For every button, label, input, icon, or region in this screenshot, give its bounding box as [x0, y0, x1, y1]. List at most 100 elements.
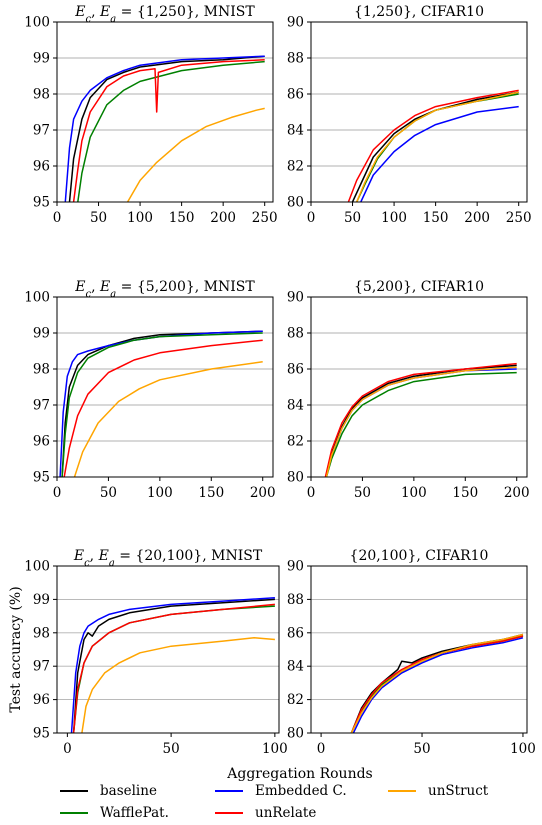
- legend-label: WafflePat.: [100, 805, 169, 821]
- plot-frame: [56, 565, 280, 734]
- series-line-baseline: [351, 91, 519, 202]
- y-tick-label: 84: [287, 398, 304, 414]
- x-tick-label: 150: [169, 210, 195, 226]
- series-line-wafflepat-: [77, 60, 265, 202]
- series-line-wafflepat-: [325, 371, 517, 477]
- y-tick-label: 100: [24, 559, 50, 575]
- legend: baseline Embedded C. unStruct WafflePat. unR…: [60, 783, 489, 821]
- series-line-embedded-c-: [325, 368, 517, 477]
- y-tick-label: 84: [287, 659, 304, 675]
- x-tick-label: 50: [354, 485, 371, 501]
- legend-label: unStruct: [428, 783, 489, 799]
- y-tick-label: 86: [287, 625, 304, 641]
- chart-title: {5,200}, CIFAR10: [354, 279, 484, 295]
- chart-title: Ec, Ea = {20,100}, MNIST: [73, 548, 263, 569]
- y-tick-label: 96: [33, 434, 50, 450]
- y-tick-label: 95: [33, 195, 50, 211]
- y-tick-label: 84: [287, 123, 304, 139]
- y-tick-label: 80: [287, 195, 304, 211]
- series-line-unstruct: [73, 361, 263, 477]
- x-tick-label: 200: [504, 485, 530, 501]
- chart-panel-2: 95 96 97 98 99 100 0 50 100 150 200 Ec, Ea = {5,200…: [24, 279, 275, 501]
- x-tick-label: 50: [90, 210, 107, 226]
- x-tick-label: 0: [53, 485, 62, 501]
- x-axis-label: Aggregation Rounds: [226, 766, 372, 782]
- y-tick-label: 82: [287, 434, 304, 450]
- x-tick-label: 150: [452, 485, 478, 501]
- series-line-baseline: [68, 55, 265, 202]
- x-tick-label: 200: [210, 210, 236, 226]
- legend-label: Embedded C.: [255, 783, 347, 799]
- y-tick-label: 100: [24, 290, 50, 306]
- y-tick-label: 88: [287, 51, 304, 67]
- y-tick-label: 96: [33, 159, 50, 175]
- y-tick-label: 88: [287, 592, 304, 608]
- series-line-unrelate: [72, 59, 265, 202]
- x-tick-label: 0: [63, 741, 72, 757]
- series-line-unstruct: [350, 633, 524, 733]
- x-tick-label: 100: [510, 741, 536, 757]
- series-line-unstruct: [81, 637, 275, 733]
- legend-label: unRelate: [255, 805, 316, 821]
- x-tick-label: 250: [252, 210, 278, 226]
- series-line-unrelate: [324, 362, 517, 477]
- x-tick-label: 150: [423, 210, 449, 226]
- x-tick-label: 50: [100, 485, 117, 501]
- series-line-baseline: [72, 598, 275, 733]
- x-tick-label: 100: [147, 485, 173, 501]
- y-tick-label: 82: [287, 159, 304, 175]
- series-line-baseline: [350, 633, 524, 733]
- y-tick-label: 98: [33, 87, 50, 103]
- plot-frame: [56, 21, 274, 203]
- series-line-unstruct: [126, 107, 265, 202]
- series-line-baseline: [61, 330, 263, 477]
- x-tick-label: 0: [317, 741, 326, 757]
- x-tick-label: 50: [413, 741, 430, 757]
- y-tick-label: 99: [33, 326, 50, 342]
- series-line-baseline: [325, 364, 517, 477]
- y-tick-label: 98: [33, 625, 50, 641]
- y-tick-label: 96: [33, 692, 50, 708]
- legend-label: baseline: [100, 783, 157, 799]
- chart-title: Ec, Ea = {1,250}, MNIST: [74, 4, 255, 25]
- y-tick-label: 97: [33, 659, 50, 675]
- x-tick-label: 100: [127, 210, 153, 226]
- y-tick-label: 90: [287, 290, 304, 306]
- series-line-unrelate: [350, 635, 524, 733]
- x-tick-label: 250: [506, 210, 532, 226]
- plot-frame: [310, 21, 528, 203]
- y-tick-label: 86: [287, 362, 304, 378]
- series-line-wafflepat-: [350, 635, 524, 733]
- chart-title: Ec, Ea = {5,200}, MNIST: [74, 279, 255, 300]
- series-line-wafflepat-: [72, 605, 275, 733]
- x-tick-label: 200: [464, 210, 490, 226]
- series-line-unrelate: [72, 603, 275, 733]
- y-tick-label: 80: [287, 470, 304, 486]
- series-line-unstruct: [356, 91, 519, 202]
- series-line-unrelate: [347, 89, 519, 202]
- series-line-embedded-c-: [70, 596, 275, 733]
- series-line-unrelate: [63, 339, 263, 477]
- chart-title: {20,100}, CIFAR10: [350, 548, 489, 564]
- y-tick-label: 97: [33, 398, 50, 414]
- plot-frame: [56, 296, 274, 478]
- series-line-embedded-c-: [360, 105, 519, 202]
- x-tick-label: 0: [307, 210, 316, 226]
- y-tick-label: 98: [33, 362, 50, 378]
- x-tick-label: 50: [344, 210, 361, 226]
- plot-frame: [310, 565, 528, 734]
- y-tick-label: 82: [287, 692, 304, 708]
- y-tick-label: 88: [287, 326, 304, 342]
- y-tick-label: 95: [33, 470, 50, 486]
- chart-panel-3: 80 82 84 86 88 90 0 50 100 150 200 {5,200}, CIFAR10: [287, 279, 530, 501]
- x-tick-label: 0: [53, 210, 62, 226]
- x-tick-label: 100: [401, 485, 427, 501]
- series-line-embedded-c-: [352, 637, 524, 733]
- chart-panel-4: 95 96 97 98 99 100 0 50 100 Ec, Ea = {20,100}, MN…: [8, 548, 288, 757]
- y-tick-label: 90: [287, 559, 304, 575]
- y-axis-label: Test accuracy (%): [8, 586, 24, 712]
- y-tick-label: 95: [33, 726, 50, 742]
- y-tick-label: 99: [33, 592, 50, 608]
- plot-frame: [310, 296, 528, 478]
